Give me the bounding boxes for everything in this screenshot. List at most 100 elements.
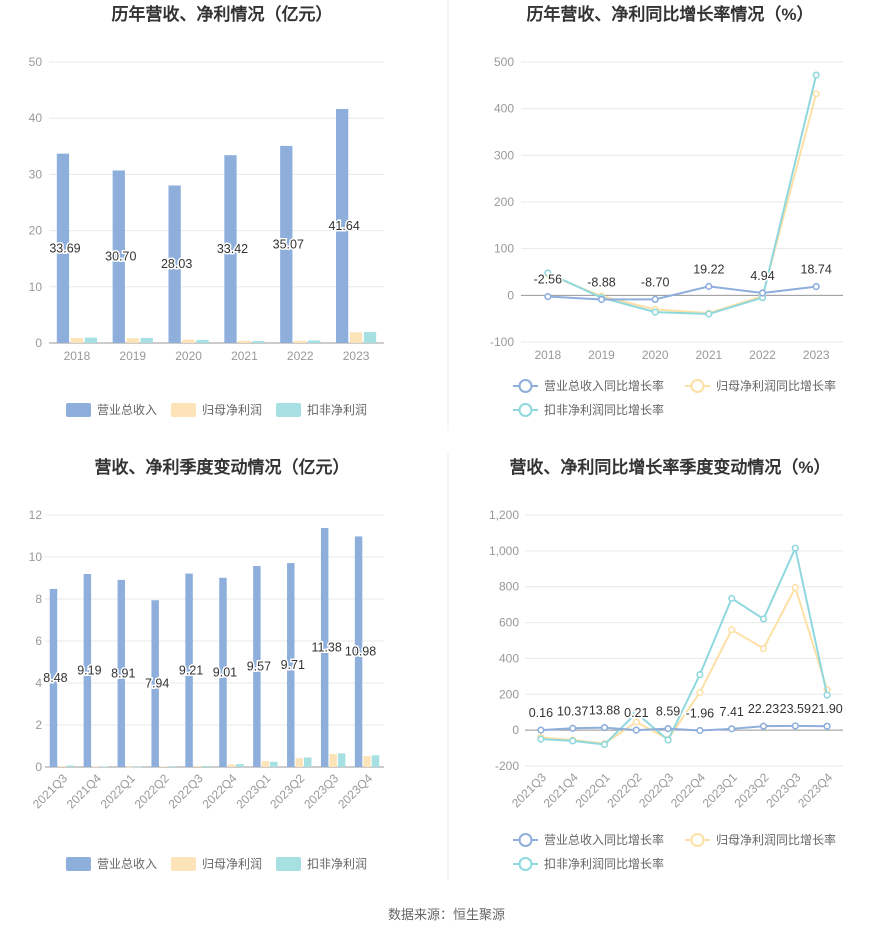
y-tick-label: -100 <box>490 335 514 349</box>
legend-label: 扣非净利润同比增长率 <box>544 402 664 417</box>
bar-revenue <box>224 155 237 343</box>
y-tick-label: 6 <box>35 634 42 648</box>
x-tick-label: 2020 <box>642 348 669 362</box>
line-point <box>544 269 552 277</box>
line-data-label: 0.21 <box>624 706 648 720</box>
x-tick-label: 2023Q1 <box>233 771 273 811</box>
bar-net-profit <box>295 758 303 767</box>
bar-data-label: 35.07 <box>273 237 304 251</box>
x-tick-label: 2023 <box>803 348 830 362</box>
bar-data-label: 8.91 <box>111 666 135 680</box>
y-tick-label: 400 <box>499 651 519 665</box>
bar-data-label: 33.42 <box>217 242 248 256</box>
line-point <box>823 722 831 730</box>
y-tick-label: -200 <box>495 759 519 773</box>
line-point <box>759 644 768 653</box>
bar-deducted-profit <box>134 766 142 768</box>
line-data-label: 4.94 <box>750 269 774 283</box>
bar-deducted-profit <box>371 755 380 767</box>
y-tick-label: 12 <box>29 508 43 522</box>
bar-net-profit <box>126 766 134 768</box>
bar-net-profit <box>126 338 139 343</box>
y-tick-label: 500 <box>494 55 514 69</box>
line-point <box>791 544 799 552</box>
x-tick-label: 2023Q4 <box>795 770 835 810</box>
line-data-label: 19.22 <box>693 262 724 276</box>
line-point <box>705 310 713 318</box>
y-tick-label: 2 <box>35 718 42 732</box>
bar-net-profit <box>227 764 236 767</box>
y-tick-label: 20 <box>29 224 43 238</box>
legend-label: 扣非净利润同比增长率 <box>544 856 664 871</box>
bar-data-label: 33.69 <box>49 241 80 255</box>
bar-data-label: 9.57 <box>247 660 271 674</box>
y-tick-label: 10 <box>29 550 43 564</box>
line-point <box>651 295 659 303</box>
x-tick-label: 2022Q1 <box>98 771 138 811</box>
bar-revenue <box>168 185 181 343</box>
legend-label: 营业总收入 <box>97 857 157 871</box>
bar-deducted-profit <box>100 766 109 768</box>
legend-swatch <box>66 857 91 871</box>
line-data-label: 13.88 <box>589 704 620 718</box>
bar-net-profit <box>329 753 337 767</box>
line-point <box>758 289 767 297</box>
bar-net-profit <box>363 756 371 767</box>
y-tick-label: 300 <box>494 148 514 162</box>
line-data-label: 21.90 <box>811 702 842 716</box>
legend-label: 归母净利润 <box>202 403 262 417</box>
line-data-label: 7.41 <box>720 705 744 719</box>
line-point <box>759 615 768 623</box>
x-tick-label: 2021 <box>695 348 722 362</box>
bar-deducted-profit <box>270 761 278 767</box>
x-tick-label: 2018 <box>64 349 91 363</box>
x-tick-label: 2020 <box>175 349 202 363</box>
line-point <box>728 594 736 602</box>
y-tick-label: 800 <box>499 580 519 594</box>
line-series-deducted-profit-growth <box>547 74 818 316</box>
line-point <box>664 736 672 744</box>
line-point <box>728 626 736 634</box>
bar-revenue <box>117 579 126 767</box>
line-point <box>696 670 704 679</box>
bar-net-profit <box>92 766 100 768</box>
x-tick-label: 2021Q3 <box>30 771 70 811</box>
bar-net-profit <box>238 340 251 343</box>
line-data-label: 0.16 <box>529 706 553 720</box>
x-tick-label: 2022 <box>749 348 776 362</box>
bar-revenue <box>185 573 193 767</box>
bar-deducted-profit <box>66 765 75 767</box>
bar-deducted-profit <box>236 764 244 767</box>
line-point <box>632 718 640 726</box>
legend-marker <box>690 379 705 393</box>
bar-revenue <box>335 108 349 343</box>
y-tick-label: 30 <box>29 167 43 181</box>
legend-swatch <box>171 857 196 871</box>
legend-marker <box>518 403 533 417</box>
line-point <box>791 722 799 730</box>
line-point <box>537 735 545 743</box>
bar-deducted-profit <box>84 337 98 343</box>
legend-marker <box>518 833 533 847</box>
bar-revenue <box>83 574 92 767</box>
bar-data-label: 9.19 <box>77 664 101 678</box>
line-point <box>651 308 659 316</box>
line-series-revenue-growth <box>540 724 828 732</box>
x-tick-label: 2022Q3 <box>166 771 206 811</box>
y-tick-label: 8 <box>35 592 42 606</box>
legend-label: 营业总收入同比增长率 <box>544 832 664 847</box>
line-data-label: -8.70 <box>641 275 670 289</box>
line-data-label: -1.96 <box>686 706 715 720</box>
y-tick-label: 0 <box>35 336 42 350</box>
x-tick-label: 2021Q4 <box>64 771 104 811</box>
line-point <box>632 709 640 717</box>
bar-data-label: 7.94 <box>145 677 169 691</box>
legend-marker <box>518 379 533 393</box>
chart-title: 营收、净利同比增长率季度变动情况（%） <box>509 457 830 477</box>
line-point <box>696 688 704 697</box>
legend-label: 归母净利润同比增长率 <box>716 378 836 393</box>
legend-swatch <box>276 857 301 871</box>
bar-data-label: 8.48 <box>43 671 67 685</box>
legend-label: 营业总收入同比增长率 <box>544 378 664 393</box>
